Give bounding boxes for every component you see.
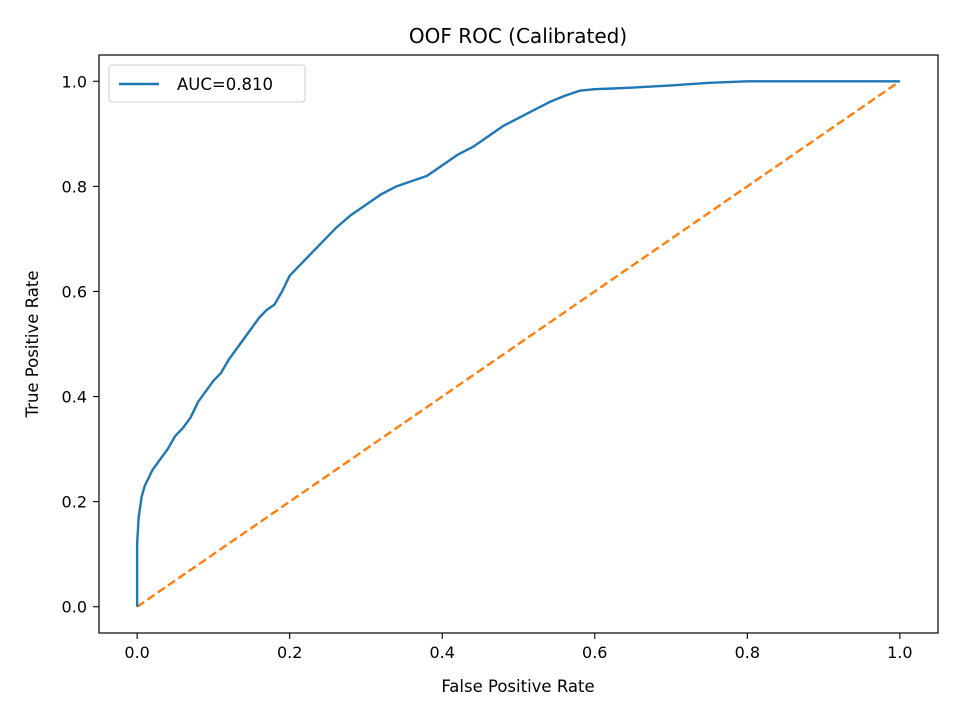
y-tick-label: 0.8 bbox=[62, 177, 87, 196]
x-tick-label: 0.0 bbox=[124, 643, 149, 662]
axes-frame bbox=[98, 54, 939, 634]
legend-label: AUC=0.810 bbox=[177, 75, 273, 94]
chart-title: OOF ROC (Calibrated) bbox=[409, 24, 627, 48]
x-tick-label: 0.4 bbox=[430, 643, 455, 662]
roc-curve-series bbox=[135, 80, 900, 607]
x-tick-label: 0.2 bbox=[277, 643, 302, 662]
legend-box bbox=[108, 64, 306, 103]
x-tick-label: 0.8 bbox=[735, 643, 760, 662]
chance-diagonal-series bbox=[136, 80, 901, 608]
y-tick-label: 0.4 bbox=[62, 388, 87, 407]
y-tick-label: 0.6 bbox=[62, 282, 87, 301]
x-tick-label: 1.0 bbox=[887, 643, 912, 662]
y-axis-label: True Positive Rate bbox=[23, 271, 42, 419]
y-tick-label: 0.0 bbox=[62, 598, 87, 617]
legend: AUC=0.810 bbox=[108, 64, 306, 103]
x-axis-ticks: 0.0 0.2 0.4 0.6 0.8 1.0 bbox=[124, 633, 913, 662]
series-layer bbox=[135, 80, 901, 608]
x-tick-label: 0.6 bbox=[582, 643, 607, 662]
x-axis-label: False Positive Rate bbox=[441, 677, 594, 696]
plot-area bbox=[98, 54, 939, 634]
y-tick-label: 1.0 bbox=[62, 72, 87, 91]
y-tick-label: 0.2 bbox=[62, 493, 87, 512]
y-axis-ticks: 0.0 0.2 0.4 0.6 0.8 1.0 bbox=[62, 72, 99, 617]
